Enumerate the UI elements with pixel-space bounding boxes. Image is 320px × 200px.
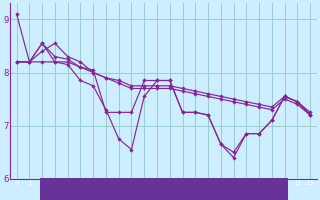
X-axis label: Windchill (Refroidissement éolien,°C): Windchill (Refroidissement éolien,°C) bbox=[71, 188, 256, 197]
